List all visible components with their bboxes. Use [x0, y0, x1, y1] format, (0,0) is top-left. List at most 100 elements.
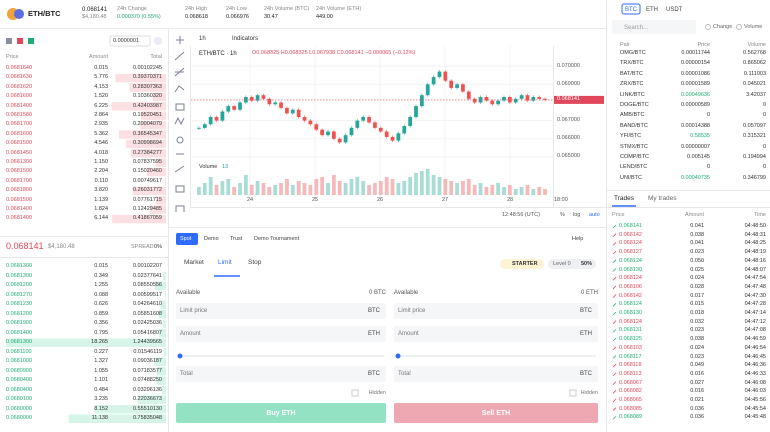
trades-tab[interactable]: My trades — [648, 195, 677, 202]
order-type[interactable]: Limit — [218, 259, 232, 266]
help[interactable]: Help — [572, 235, 584, 242]
column-header: Price — [697, 42, 710, 48]
book-total: 0.05851608 — [132, 310, 162, 317]
market-pair[interactable]: BAND/BTC — [620, 122, 648, 129]
volume-bar — [431, 175, 436, 195]
market-volume: 0.111003 — [743, 70, 766, 77]
market-pair[interactable]: UNI/BTC — [620, 174, 642, 181]
trade-amount: 0.041 — [690, 223, 704, 229]
market-pair[interactable]: AMB/BTC — [620, 112, 645, 119]
order-type[interactable]: Stop — [248, 259, 262, 266]
spot-tab-bg[interactable] — [176, 233, 198, 245]
indicators[interactable]: Indicators — [232, 36, 259, 42]
market-pair[interactable]: LINK/BTC — [620, 91, 645, 98]
book-total: 0.12429485 — [132, 206, 162, 212]
candle — [384, 131, 389, 137]
sell-button[interactable] — [394, 403, 598, 423]
volume-bar — [308, 185, 313, 195]
tier: STARTER — [512, 260, 538, 267]
candle — [361, 116, 366, 121]
market-volume: 0 — [762, 143, 766, 150]
trade-price: 0.068141 — [619, 223, 642, 229]
scale-option[interactable]: % — [560, 212, 565, 218]
volume-bar — [537, 187, 542, 195]
book-amount: 5.362 — [94, 130, 108, 137]
drawing-tools[interactable] — [174, 36, 185, 212]
buy-button[interactable] — [176, 403, 386, 423]
trades-tab[interactable]: Trades — [614, 195, 634, 202]
market-tab[interactable]: ETH — [646, 6, 658, 13]
book-total: 0.27384277 — [132, 149, 162, 156]
sort-option[interactable]: Volume — [744, 23, 763, 30]
book-amount: 1.520 — [94, 93, 108, 100]
sort-radio[interactable] — [705, 24, 711, 30]
book-price: 0.0681400 — [6, 329, 32, 336]
candle — [290, 109, 295, 114]
market-pair[interactable]: STMX/BTC — [620, 143, 648, 150]
account-tab[interactable]: Spot — [180, 235, 192, 242]
trade-time: 04:46:08 — [744, 379, 766, 386]
interval[interactable]: 1h — [199, 36, 206, 42]
market-pair[interactable]: YFI/BTC — [620, 133, 642, 140]
trade-time: 04:47:12 — [744, 318, 766, 325]
search-placeholder[interactable]: Search... — [624, 24, 649, 31]
book-total: 0.08550556 — [132, 282, 162, 288]
market-pair[interactable]: BAT/BTC — [620, 70, 643, 77]
trade-arrow — [612, 407, 617, 411]
market-volume: 0.194994 — [743, 154, 766, 160]
depth-bar — [156, 376, 166, 385]
buy-inputs[interactable] — [176, 303, 598, 382]
sort-option[interactable]: Change — [713, 23, 733, 30]
scale-option[interactable]: auto — [589, 212, 600, 218]
book-total: 0.02377641 — [132, 272, 162, 279]
step-value[interactable]: 0.0000001 — [113, 37, 139, 44]
market-pair[interactable]: TRX/BTC — [620, 60, 644, 67]
hidden-checkbox[interactable] — [569, 389, 577, 397]
candle — [238, 102, 242, 110]
volume-bar — [355, 177, 360, 195]
trade-amount: 0.023 — [690, 327, 704, 334]
order-button[interactable]: Buy ETH — [266, 410, 296, 417]
market-pair[interactable]: LEND/BTC — [620, 164, 648, 171]
book-amount: 0.356 — [94, 320, 108, 326]
stat-value: 0.066976 — [226, 14, 249, 20]
market-tab-active[interactable] — [621, 3, 641, 15]
amount-sliders[interactable] — [177, 353, 597, 359]
pair-name[interactable]: ETH/BTC — [28, 9, 61, 18]
chart-time: 12:48:56 (UTC) — [502, 212, 540, 218]
available-value: 0 ETH — [580, 290, 598, 296]
book-price: 0.0681500 — [6, 140, 32, 147]
book-price: 0.0681500 — [6, 196, 32, 203]
trade-time: 04:47:30 — [744, 292, 766, 299]
trade-time: 04:46:03 — [744, 388, 766, 395]
market-tab[interactable]: BTC — [625, 6, 637, 13]
last-usd: $4,180.48 — [48, 244, 75, 250]
account-tab[interactable]: Trust — [230, 235, 243, 242]
trade-amount: 0.016 — [690, 370, 704, 377]
book-amount: 2.935 — [94, 121, 108, 128]
volume-bar — [238, 183, 242, 195]
market-pair[interactable]: ZRX/BTC — [620, 81, 644, 88]
field-label: Amount — [180, 331, 201, 337]
account-tab[interactable]: Demo — [204, 235, 219, 242]
hidden-checkbox[interactable] — [351, 389, 359, 397]
step-select[interactable] — [109, 35, 151, 47]
candle — [279, 102, 283, 108]
account-tab[interactable]: Demo Tournament — [254, 235, 300, 242]
market-pair[interactable]: COMP/BTC — [620, 154, 650, 160]
level-pct: 50% — [581, 260, 593, 267]
book-view-icons[interactable] — [6, 38, 34, 44]
sort-radio[interactable] — [736, 24, 742, 30]
scale-option[interactable]: log — [573, 212, 581, 218]
market-price: 0.00040735 — [680, 174, 710, 181]
order-type[interactable]: Market — [184, 259, 204, 266]
volume-bar — [337, 181, 342, 195]
market-pair[interactable]: OMG/BTC — [620, 50, 646, 56]
search-box[interactable] — [612, 20, 696, 34]
market-pair[interactable]: DOGE/BTC — [620, 102, 649, 108]
book-amount: 11.138 — [91, 415, 108, 421]
market-tab[interactable]: USDT — [666, 6, 683, 13]
order-button[interactable]: Sell ETH — [481, 410, 511, 417]
book-settings[interactable] — [154, 37, 162, 45]
column-header: Price — [612, 212, 625, 218]
